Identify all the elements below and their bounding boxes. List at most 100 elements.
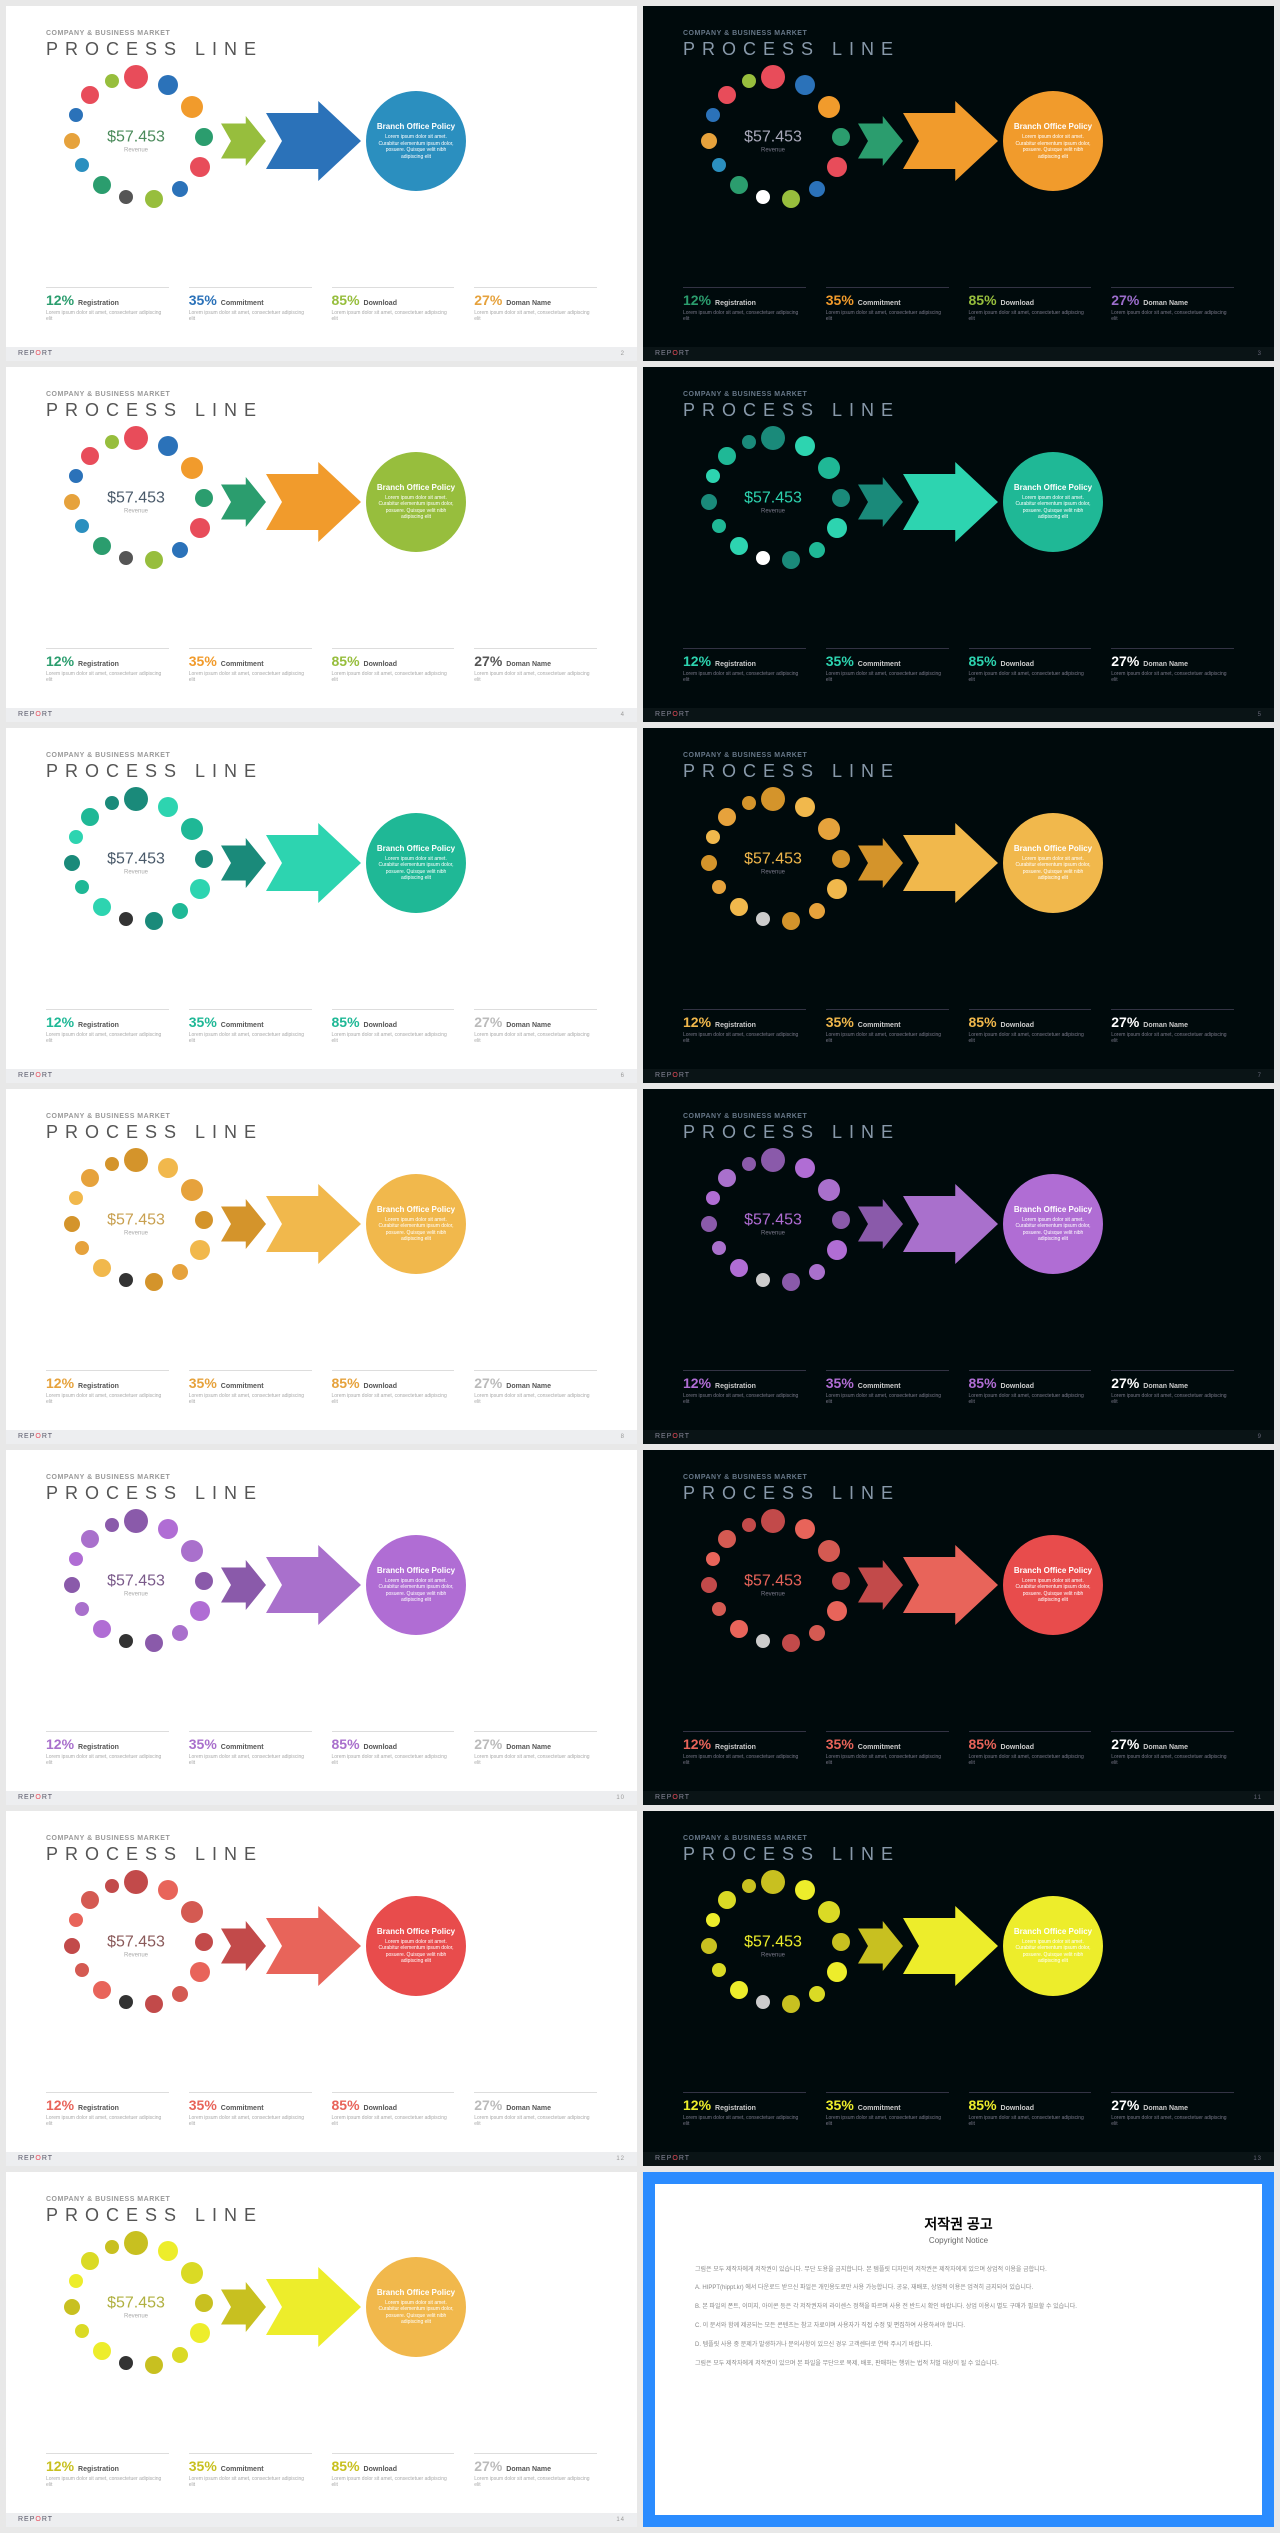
stat-label: Registration [715, 2105, 756, 2112]
swirl-center: $57.453 Revenue [107, 850, 165, 875]
stat-percent: 12% [46, 1375, 74, 1391]
swirl-dot [756, 1995, 770, 2009]
slide: COMPANY & BUSINESS MARKET PROCESS LINE $… [643, 367, 1274, 722]
swirl-dot [181, 2262, 203, 2284]
swirl-dot [124, 426, 148, 450]
swirl-center: $57.453 Revenue [744, 1933, 802, 1958]
small-arrow-icon [221, 1560, 266, 1610]
stat-desc: Lorem ipsum dolor sit amet, consectetuer… [332, 1393, 455, 1406]
page-number: 3 [1258, 351, 1262, 357]
swirl-dot [818, 96, 840, 118]
swirl-center: $57.453 Revenue [744, 1211, 802, 1236]
stat-desc: Lorem ipsum dolor sit amet, consectetuer… [826, 310, 949, 323]
swirl-chart: $57.453 Revenue [683, 793, 863, 933]
stat-percent: 35% [189, 1014, 217, 1030]
swirl-dot [181, 1901, 203, 1923]
stat-percent: 27% [1111, 653, 1139, 669]
swirl-dot [818, 818, 840, 840]
stat-item: 12% Registration Lorem ipsum dolor sit a… [683, 1731, 806, 1767]
swirl-chart: $57.453 Revenue [46, 1154, 226, 1294]
stat-label: Download [364, 300, 397, 307]
notice-line: 그림은 모두 제작자에게 저작권이 있습니다. 무단 도용을 금지합니다. 본 … [695, 2265, 1222, 2276]
swirl-dot [730, 1981, 748, 1999]
slide: COMPANY & BUSINESS MARKET PROCESS LINE $… [6, 1450, 637, 1805]
stat-percent: 12% [683, 292, 711, 308]
stat-percent: 27% [1111, 1375, 1139, 1391]
stat-desc: Lorem ipsum dolor sit amet, consectetuer… [46, 2476, 169, 2489]
page-number: 6 [621, 1073, 625, 1079]
header-title: PROCESS LINE [683, 39, 900, 60]
swirl-dot [93, 1981, 111, 1999]
swirl-dot [730, 1259, 748, 1277]
policy-title: Branch Office Policy [1014, 122, 1092, 131]
revenue-label: Revenue [107, 1952, 165, 1958]
slide-header: COMPANY & BUSINESS MARKET PROCESS LINE [46, 1474, 263, 1504]
policy-circle: Branch Office Policy Lorem ipsum dolor s… [1003, 1896, 1103, 1996]
stat-percent: 27% [474, 1375, 502, 1391]
swirl-dot [712, 1963, 726, 1977]
swirl-dot [69, 1191, 83, 1205]
swirl-dot [190, 1601, 210, 1621]
swirl-dot [119, 1273, 133, 1287]
footer-text: REPORT [18, 1072, 53, 1079]
revenue-value: $57.453 [744, 489, 802, 507]
notice-line: C. 이 문서와 함께 제공되는 모든 콘텐츠는 참고 자료이며 사용자가 직접… [695, 2321, 1222, 2332]
policy-circle: Branch Office Policy Lorem ipsum dolor s… [366, 1896, 466, 1996]
policy-circle: Branch Office Policy Lorem ipsum dolor s… [366, 1535, 466, 1635]
swirl-dot [158, 2241, 178, 2261]
stat-percent: 12% [46, 1736, 74, 1752]
swirl-dot [701, 1577, 717, 1593]
page-number: 2 [621, 351, 625, 357]
revenue-label: Revenue [107, 1591, 165, 1597]
stat-item: 27% Doman Name Lorem ipsum dolor sit ame… [1111, 287, 1234, 323]
policy-title: Branch Office Policy [377, 844, 455, 853]
swirl-dot [742, 1518, 756, 1532]
stat-item: 12% Registration Lorem ipsum dolor sit a… [46, 648, 169, 684]
stat-desc: Lorem ipsum dolor sit amet, consectetuer… [1111, 1032, 1234, 1045]
swirl-chart: $57.453 Revenue [683, 1876, 863, 2016]
swirl-dot [712, 1602, 726, 1616]
swirl-dot [119, 1634, 133, 1648]
swirl-dot [124, 2231, 148, 2255]
slide-header: COMPANY & BUSINESS MARKET PROCESS LINE [46, 30, 263, 60]
stat-label: Registration [715, 1383, 756, 1390]
swirl-dot [119, 1995, 133, 2009]
stat-percent: 35% [826, 653, 854, 669]
swirl-dot [742, 74, 756, 88]
notice-title: 저작권 공고 [695, 2214, 1222, 2234]
small-arrow-icon [221, 116, 266, 166]
policy-desc: Lorem ipsum dolor sit amet. Curabitur el… [1013, 856, 1093, 882]
policy-title: Branch Office Policy [377, 1205, 455, 1214]
swirl-dot [742, 1879, 756, 1893]
swirl-dot [190, 1962, 210, 1982]
large-arrow-icon [903, 1545, 998, 1625]
stat-percent: 85% [332, 1375, 360, 1391]
stat-label: Commitment [221, 661, 264, 668]
stat-label: Doman Name [506, 1744, 551, 1751]
swirl-dot [172, 1986, 188, 2002]
swirl-dot [718, 447, 736, 465]
slide: COMPANY & BUSINESS MARKET PROCESS LINE $… [6, 1811, 637, 2166]
swirl-dot [818, 1179, 840, 1201]
stat-label: Commitment [221, 300, 264, 307]
policy-circle: Branch Office Policy Lorem ipsum dolor s… [366, 813, 466, 913]
swirl-dot [718, 808, 736, 826]
policy-desc: Lorem ipsum dolor sit amet. Curabitur el… [376, 2300, 456, 2326]
swirl-dot [64, 1216, 80, 1232]
swirl-dot [172, 181, 188, 197]
stat-label: Registration [715, 661, 756, 668]
notice-line: 그림은 모두 제작자에게 저작권이 있으며 본 파일을 무단으로 복제, 배포,… [695, 2359, 1222, 2370]
header-title: PROCESS LINE [683, 1483, 900, 1504]
revenue-label: Revenue [107, 508, 165, 514]
stat-desc: Lorem ipsum dolor sit amet, consectetuer… [474, 671, 597, 684]
stat-desc: Lorem ipsum dolor sit amet, consectetuer… [332, 671, 455, 684]
stat-label: Registration [78, 2466, 119, 2473]
swirl-dot [756, 190, 770, 204]
footer-text: REPORT [18, 2516, 53, 2523]
stat-item: 12% Registration Lorem ipsum dolor sit a… [46, 1370, 169, 1406]
stat-item: 27% Doman Name Lorem ipsum dolor sit ame… [474, 287, 597, 323]
stat-percent: 35% [189, 2097, 217, 2113]
swirl-dot [75, 880, 89, 894]
stat-label: Doman Name [506, 300, 551, 307]
swirl-dot [105, 435, 119, 449]
